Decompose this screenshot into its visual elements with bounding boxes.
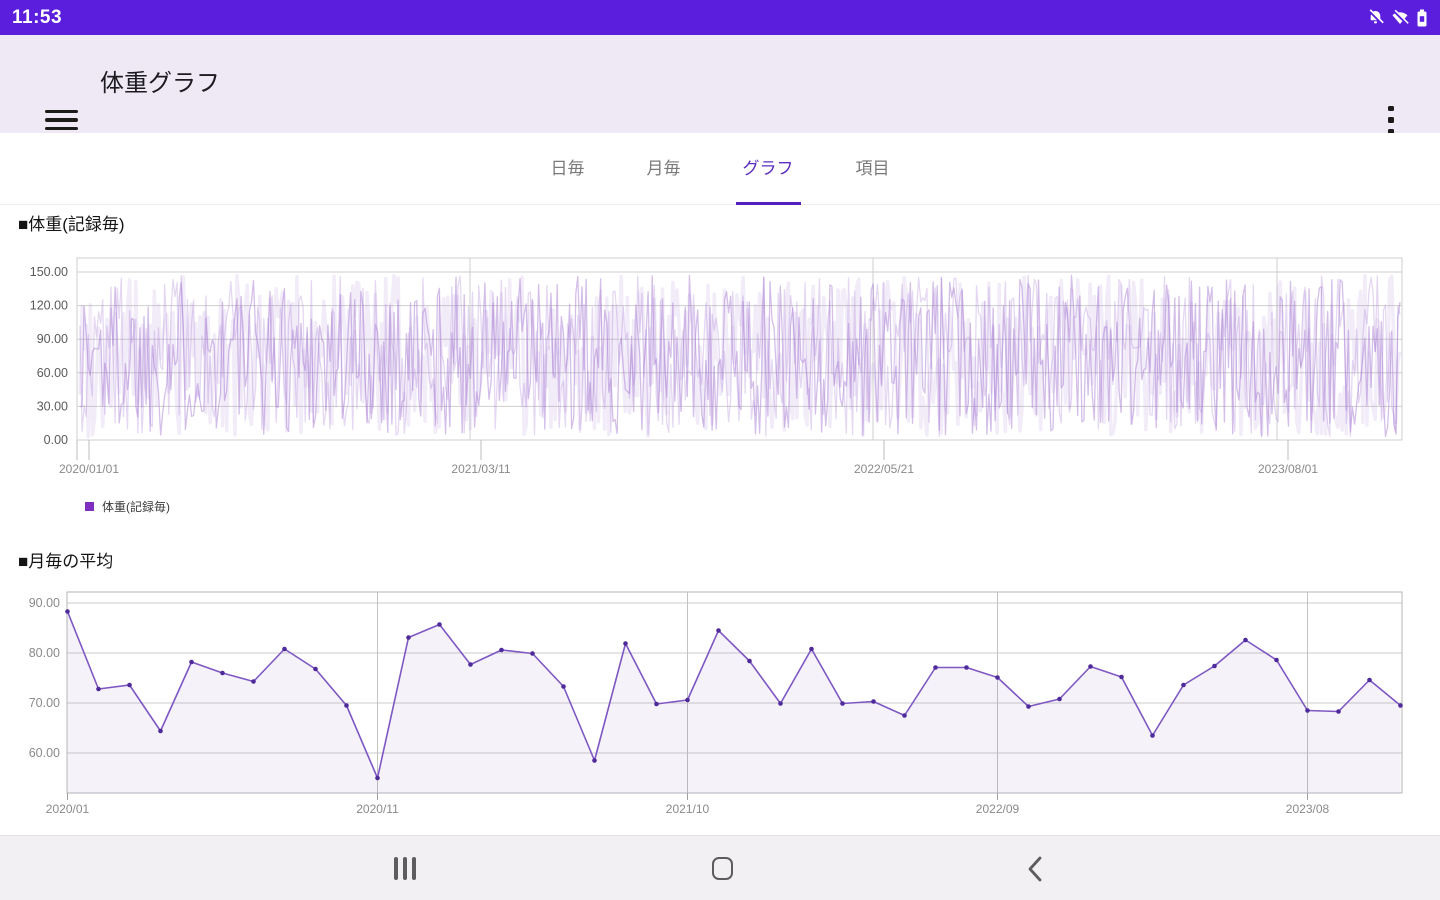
page-title: 体重グラフ: [100, 70, 220, 97]
menu-button[interactable]: [42, 97, 82, 143]
tab-daily[interactable]: 日毎: [520, 133, 616, 205]
svg-text:90.00: 90.00: [29, 596, 60, 610]
tab-items[interactable]: 項目: [825, 133, 921, 205]
monthly-average-chart[interactable]: 90.00 80.00 70.00 60.00 2020/01 2020/11 2021/1…: [0, 585, 1440, 835]
records-chart-title: ■体重(記録毎): [18, 215, 125, 234]
svg-text:150.00: 150.00: [30, 265, 68, 279]
svg-text:60.00: 60.00: [37, 366, 68, 380]
back-icon: [1028, 856, 1042, 881]
svg-text:70.00: 70.00: [29, 696, 60, 710]
svg-text:120.00: 120.00: [30, 299, 68, 313]
status-bar: 11:53: [0, 0, 1440, 35]
svg-text:2020/01: 2020/01: [46, 802, 90, 816]
svg-text:90.00: 90.00: [37, 332, 68, 346]
mute-icon: [1368, 9, 1384, 25]
bottom-nav: [0, 835, 1440, 900]
svg-text:2023/08: 2023/08: [1286, 802, 1330, 816]
svg-text:80.00: 80.00: [29, 646, 60, 660]
svg-text:30.00: 30.00: [37, 399, 68, 413]
svg-text:2020/01/01: 2020/01/01: [59, 462, 119, 476]
svg-text:60.00: 60.00: [29, 746, 60, 760]
clock-text: 11:53: [12, 6, 63, 28]
svg-text:2022/09: 2022/09: [976, 802, 1020, 816]
tab-graph[interactable]: グラフ: [712, 133, 825, 205]
legend-label: 体重(記録毎): [102, 500, 170, 514]
more-vert-icon: [1388, 105, 1394, 112]
svg-text:2021/03/11: 2021/03/11: [451, 462, 510, 476]
recents-icon: [394, 857, 416, 880]
svg-text:2022/05/21: 2022/05/21: [854, 462, 914, 476]
home-button[interactable]: [662, 836, 782, 900]
monthly-chart-title: ■月毎の平均: [18, 552, 114, 571]
tab-monthly[interactable]: 月毎: [616, 133, 712, 205]
app-bar: 体重グラフ: [0, 35, 1440, 135]
records-chart[interactable]: 150.00 120.00 90.00 60.00 30.00 0.00 2020/01/0…: [0, 240, 1440, 485]
back-button[interactable]: [975, 836, 1095, 900]
home-icon: [711, 857, 733, 880]
legend-swatch: [85, 502, 94, 511]
svg-text:0.00: 0.00: [44, 433, 68, 447]
records-chart-legend: 体重(記録毎): [85, 498, 170, 515]
status-icons: [1367, 9, 1428, 27]
svg-text:2021/10: 2021/10: [666, 802, 710, 816]
battery-icon: [1417, 9, 1427, 26]
hamburger-icon: [45, 109, 78, 114]
wifi-off-icon: [1392, 9, 1409, 25]
overflow-menu-button[interactable]: [1374, 95, 1408, 145]
recents-button[interactable]: [345, 836, 465, 900]
svg-text:2020/11: 2020/11: [356, 802, 399, 816]
tab-bar: 日毎 月毎 グラフ 項目: [0, 133, 1440, 205]
svg-text:2023/08/01: 2023/08/01: [1258, 462, 1318, 476]
